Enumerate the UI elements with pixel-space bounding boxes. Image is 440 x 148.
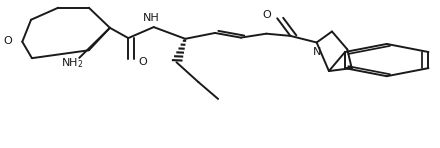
Text: NH$_2$: NH$_2$ xyxy=(62,56,84,70)
Text: O: O xyxy=(138,57,147,67)
Text: O: O xyxy=(3,36,12,46)
Text: NH: NH xyxy=(143,13,160,22)
Text: N: N xyxy=(312,47,321,57)
Text: O: O xyxy=(262,10,271,20)
